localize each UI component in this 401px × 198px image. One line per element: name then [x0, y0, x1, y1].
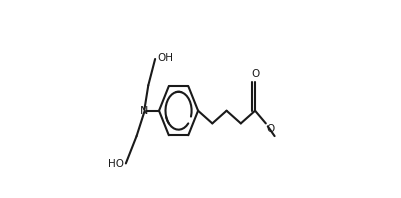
Text: O: O [251, 69, 259, 79]
Text: OH: OH [157, 53, 173, 63]
Text: N: N [140, 106, 148, 116]
Text: O: O [266, 124, 274, 134]
Text: HO: HO [107, 159, 124, 169]
